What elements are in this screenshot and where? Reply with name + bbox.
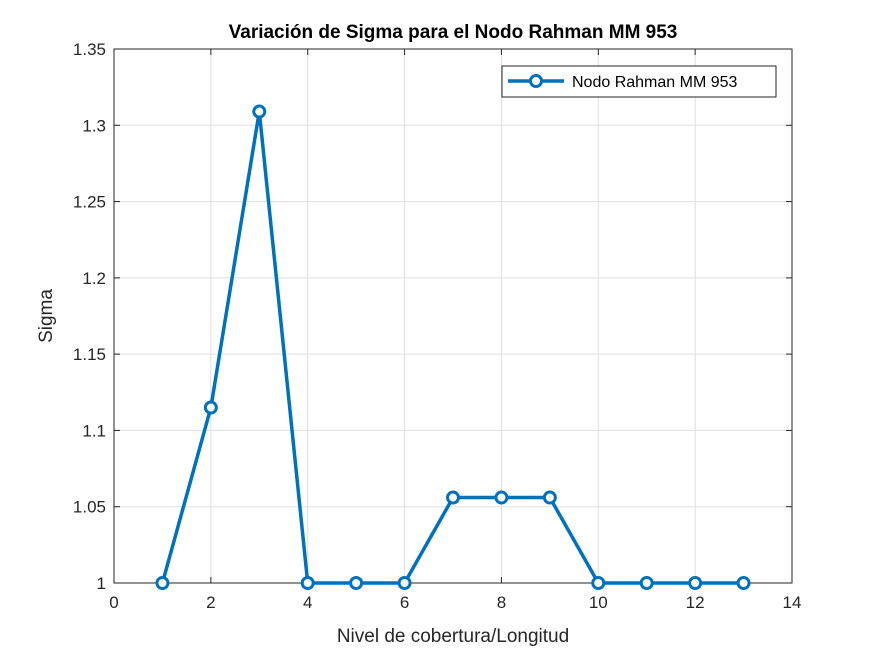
- y-tick-label: 1.25: [73, 193, 106, 212]
- x-tick-label: 2: [206, 593, 215, 612]
- data-point: [349, 576, 364, 590]
- y-tick-label: 1.35: [73, 40, 106, 59]
- legend-label: Nodo Rahman MM 953: [572, 74, 738, 91]
- x-tick-label: 4: [303, 593, 312, 612]
- data-point: [300, 576, 315, 590]
- data-point: [494, 490, 509, 505]
- x-tick-label: 8: [497, 593, 506, 612]
- axes-box: [113, 48, 793, 584]
- series: [155, 104, 751, 590]
- x-tick-label: 14: [783, 593, 802, 612]
- legend: Nodo Rahman MM 953: [501, 65, 777, 98]
- y-tick-label: 1.15: [73, 345, 106, 364]
- x-tick-label: 0: [109, 593, 118, 612]
- ticks: 0 2 4 6 8 10 12 14 1 1.05 1.1 1.15 1.2 1.25 1.3 1.35: [73, 40, 802, 612]
- data-point: [397, 576, 412, 590]
- data-point: [542, 490, 557, 505]
- y-tick-label: 1.3: [82, 116, 106, 135]
- x-tick-label: 6: [400, 593, 409, 612]
- chart-title: Variación de Sigma para el Nodo Rahman M…: [229, 22, 678, 43]
- legend-marker-circle-icon: [529, 74, 543, 88]
- y-tick-label: 1.2: [82, 269, 106, 288]
- data-point: [203, 400, 218, 415]
- y-axis-title: Sigma: [36, 289, 57, 343]
- data-point: [591, 576, 606, 590]
- x-tick-label: 12: [686, 593, 705, 612]
- data-point: [252, 104, 267, 119]
- data-point: [736, 576, 751, 590]
- data-point: [688, 576, 703, 590]
- y-tick-label: 1: [97, 574, 106, 593]
- data-point: [155, 576, 170, 590]
- x-axis-title: Nivel de cobertura/Longitud: [337, 626, 569, 647]
- data-point: [639, 576, 654, 590]
- y-tick-label: 1.05: [73, 498, 106, 517]
- y-tick-label: 1.1: [82, 421, 106, 440]
- x-tick-label: 10: [589, 593, 608, 612]
- data-point: [446, 490, 460, 505]
